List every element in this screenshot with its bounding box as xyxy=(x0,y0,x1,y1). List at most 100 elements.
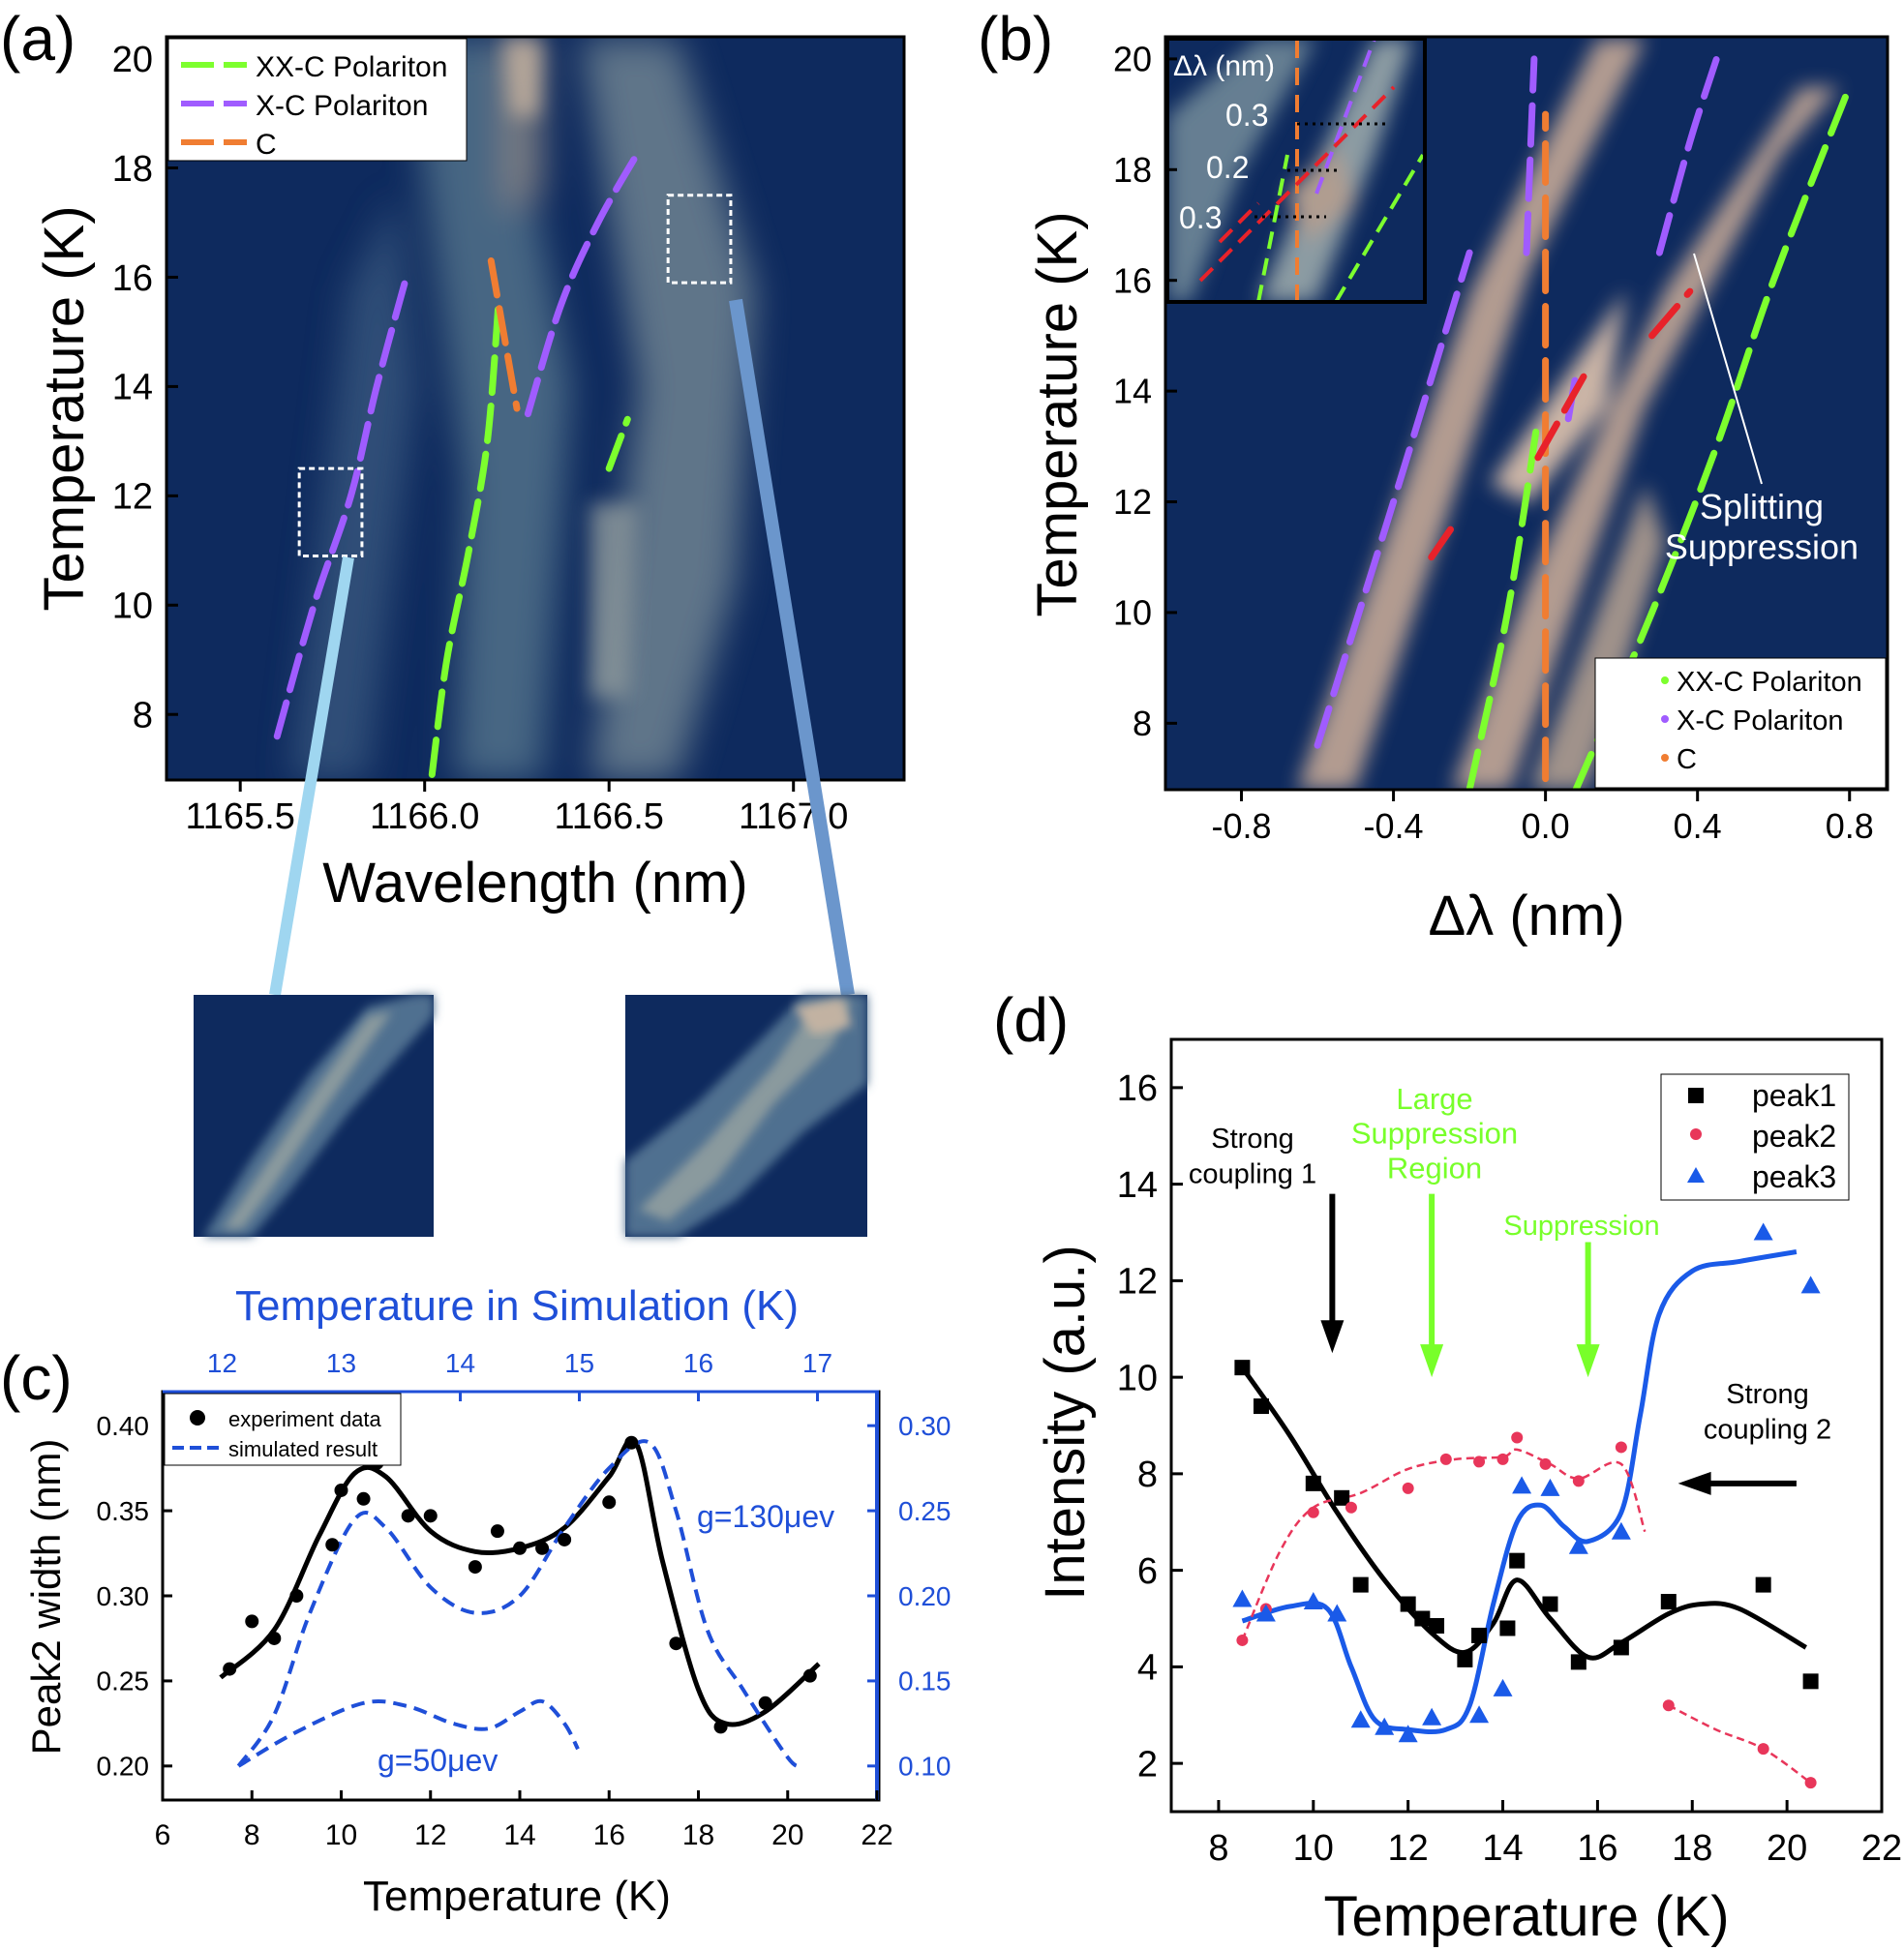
panel-c-x2-tick-label: 15 xyxy=(564,1348,594,1378)
panel-c-y2-tick-label: 0.10 xyxy=(898,1752,952,1782)
panel-a-y-tick-label: 20 xyxy=(112,40,153,80)
zoom-box xyxy=(666,194,733,285)
panel-b-x-tick-label: -0.8 xyxy=(1212,806,1272,846)
panel-d-y-tick-label: 10 xyxy=(1117,1358,1158,1398)
panel-d-x-tick-label: 12 xyxy=(1388,1828,1429,1869)
peak3-point xyxy=(1469,1705,1490,1724)
peak2-point xyxy=(1439,1453,1452,1465)
panel-c-y-tick-label: 0.40 xyxy=(97,1411,150,1441)
arrow-head xyxy=(1677,1471,1711,1495)
panel-d-x-tick-label: 10 xyxy=(1293,1828,1334,1869)
panel-b-inset: Δλ (nm) 0.3 0.2 0.3 xyxy=(1165,37,1427,304)
peak2-point xyxy=(1236,1634,1249,1646)
annotation-line: Large xyxy=(1396,1082,1472,1116)
panel-c-annotation-g50: g=50μev xyxy=(378,1743,498,1778)
panel-d-x-tick-label: 14 xyxy=(1482,1828,1523,1869)
experiment-point xyxy=(558,1532,572,1546)
zoom-box xyxy=(297,466,364,557)
experiment-point xyxy=(334,1483,348,1497)
peak1-point xyxy=(1352,1576,1369,1593)
panel-b-y-tick-label: 10 xyxy=(1113,593,1152,633)
panel-d-x-tick-label: 22 xyxy=(1861,1828,1902,1869)
panel-d-x-tick-label: 20 xyxy=(1767,1828,1807,1869)
panel-c-y2-tick-label: 0.15 xyxy=(898,1666,952,1696)
panel-c-xlabel: Temperature (K) xyxy=(363,1873,671,1920)
peak3-point xyxy=(1512,1476,1532,1494)
experiment-point xyxy=(245,1614,259,1629)
panel-b-inset-label-3: 0.3 xyxy=(1179,200,1222,235)
panel-b-legend-x: X-C Polariton xyxy=(1677,705,1843,736)
panel-b: (b) xyxy=(978,4,1889,947)
polariton-line xyxy=(1428,525,1454,561)
annotation-line: Splitting xyxy=(1700,487,1824,526)
peak1-point xyxy=(1414,1610,1431,1627)
panel-b-y-tick-label: 8 xyxy=(1133,704,1152,743)
polariton-line xyxy=(1648,287,1694,340)
polariton-line xyxy=(273,274,410,740)
experiment-point xyxy=(423,1509,438,1523)
panel-b-ylabel: Temperature (K) xyxy=(1026,211,1089,616)
panel-b-plot-frame xyxy=(1164,35,1889,792)
polariton-line xyxy=(1523,55,1538,256)
peak1-point xyxy=(1400,1596,1416,1612)
peak3-point xyxy=(1375,1717,1395,1735)
arrow-head xyxy=(1320,1320,1345,1354)
peak3-point xyxy=(1611,1521,1631,1540)
peak2-point xyxy=(1345,1501,1357,1514)
panel-b-y-tick-label: 18 xyxy=(1113,150,1152,190)
experiment-point xyxy=(289,1589,304,1603)
arrow-head xyxy=(1576,1344,1600,1378)
panel-c-legend-exp: experiment data xyxy=(228,1407,382,1431)
panel-b-y-tick-label: 16 xyxy=(1113,260,1152,300)
experiment-point xyxy=(356,1491,371,1506)
panel-d-legend-peak1: peak1 xyxy=(1752,1078,1836,1113)
polariton-line xyxy=(1655,55,1720,256)
panel-b-x-tick-label: 0.0 xyxy=(1522,806,1570,846)
experiment-point xyxy=(802,1668,817,1683)
panel-b-inset-label-1: 0.3 xyxy=(1225,98,1268,133)
panel-a-y-tick-label: 14 xyxy=(112,368,153,408)
peak3-point xyxy=(1327,1604,1347,1622)
zoom-panel-right xyxy=(625,995,867,1237)
panel-c: (c) Temperature in Simulation (K) 6 8 10 12… xyxy=(0,1282,952,1920)
zoom-connectors xyxy=(269,298,855,997)
panel-c-x-tick-label: 6 xyxy=(155,1819,171,1851)
panel-b-y-tick-label: 14 xyxy=(1113,372,1152,411)
polariton-line xyxy=(605,415,631,472)
panel-d-legend: peak1 peak2 peak3 xyxy=(1660,1073,1850,1201)
panel-c-y-tick-label: 0.30 xyxy=(97,1581,150,1611)
panel-d-ylabel: Intensity (a.u.) xyxy=(1034,1245,1097,1600)
experiment-point xyxy=(468,1560,482,1575)
panel-a-y-tick-label: 16 xyxy=(112,258,153,299)
panel-d-y-tick-label: 2 xyxy=(1137,1744,1158,1785)
panel-d-legend-peak3: peak3 xyxy=(1752,1159,1836,1194)
peak3-point xyxy=(1303,1592,1323,1610)
experiment-point xyxy=(602,1495,617,1510)
panel-c-x-tick-label: 20 xyxy=(771,1819,803,1851)
panel-c-legend: experiment data simulated result xyxy=(164,1393,402,1466)
panel-a-legend-c: C xyxy=(256,129,277,161)
panel-d-y-tick-label: 16 xyxy=(1117,1068,1158,1109)
panel-c-label: (c) xyxy=(0,1343,73,1413)
panel-c-annotation-g130: g=130μev xyxy=(697,1499,834,1534)
panel-a-y-tick-label: 10 xyxy=(112,586,153,627)
annotation-line: Suppression xyxy=(1665,526,1859,566)
panel-c-x2label: Temperature in Simulation (K) xyxy=(235,1282,799,1330)
panel-c-x-tick-label: 10 xyxy=(325,1819,357,1851)
panel-a-y-tick-label: 18 xyxy=(112,149,153,190)
peak3-fit xyxy=(1241,1249,1798,1734)
panel-c-x-tick-label: 12 xyxy=(414,1819,446,1851)
peak2-fit xyxy=(1241,1448,1647,1641)
panel-d-y-tick-label: 6 xyxy=(1137,1551,1158,1592)
panel-b-axes: -0.8 -0.4 0.0 0.4 0.8 8 10 12 14 16 18 20 xyxy=(1113,39,1874,846)
experiment-point xyxy=(535,1541,550,1555)
peak1-point xyxy=(1542,1596,1558,1612)
panel-a-label: (a) xyxy=(0,4,76,74)
panel-c-x2-tick-label: 13 xyxy=(326,1348,356,1378)
panel-a-legend: XX-C Polariton X-C Polariton C xyxy=(167,38,468,162)
panel-b-legend-c: C xyxy=(1677,744,1697,775)
panel-d-series xyxy=(1232,1222,1821,1789)
panel-a-x-tick-label: 1167.0 xyxy=(739,796,848,837)
